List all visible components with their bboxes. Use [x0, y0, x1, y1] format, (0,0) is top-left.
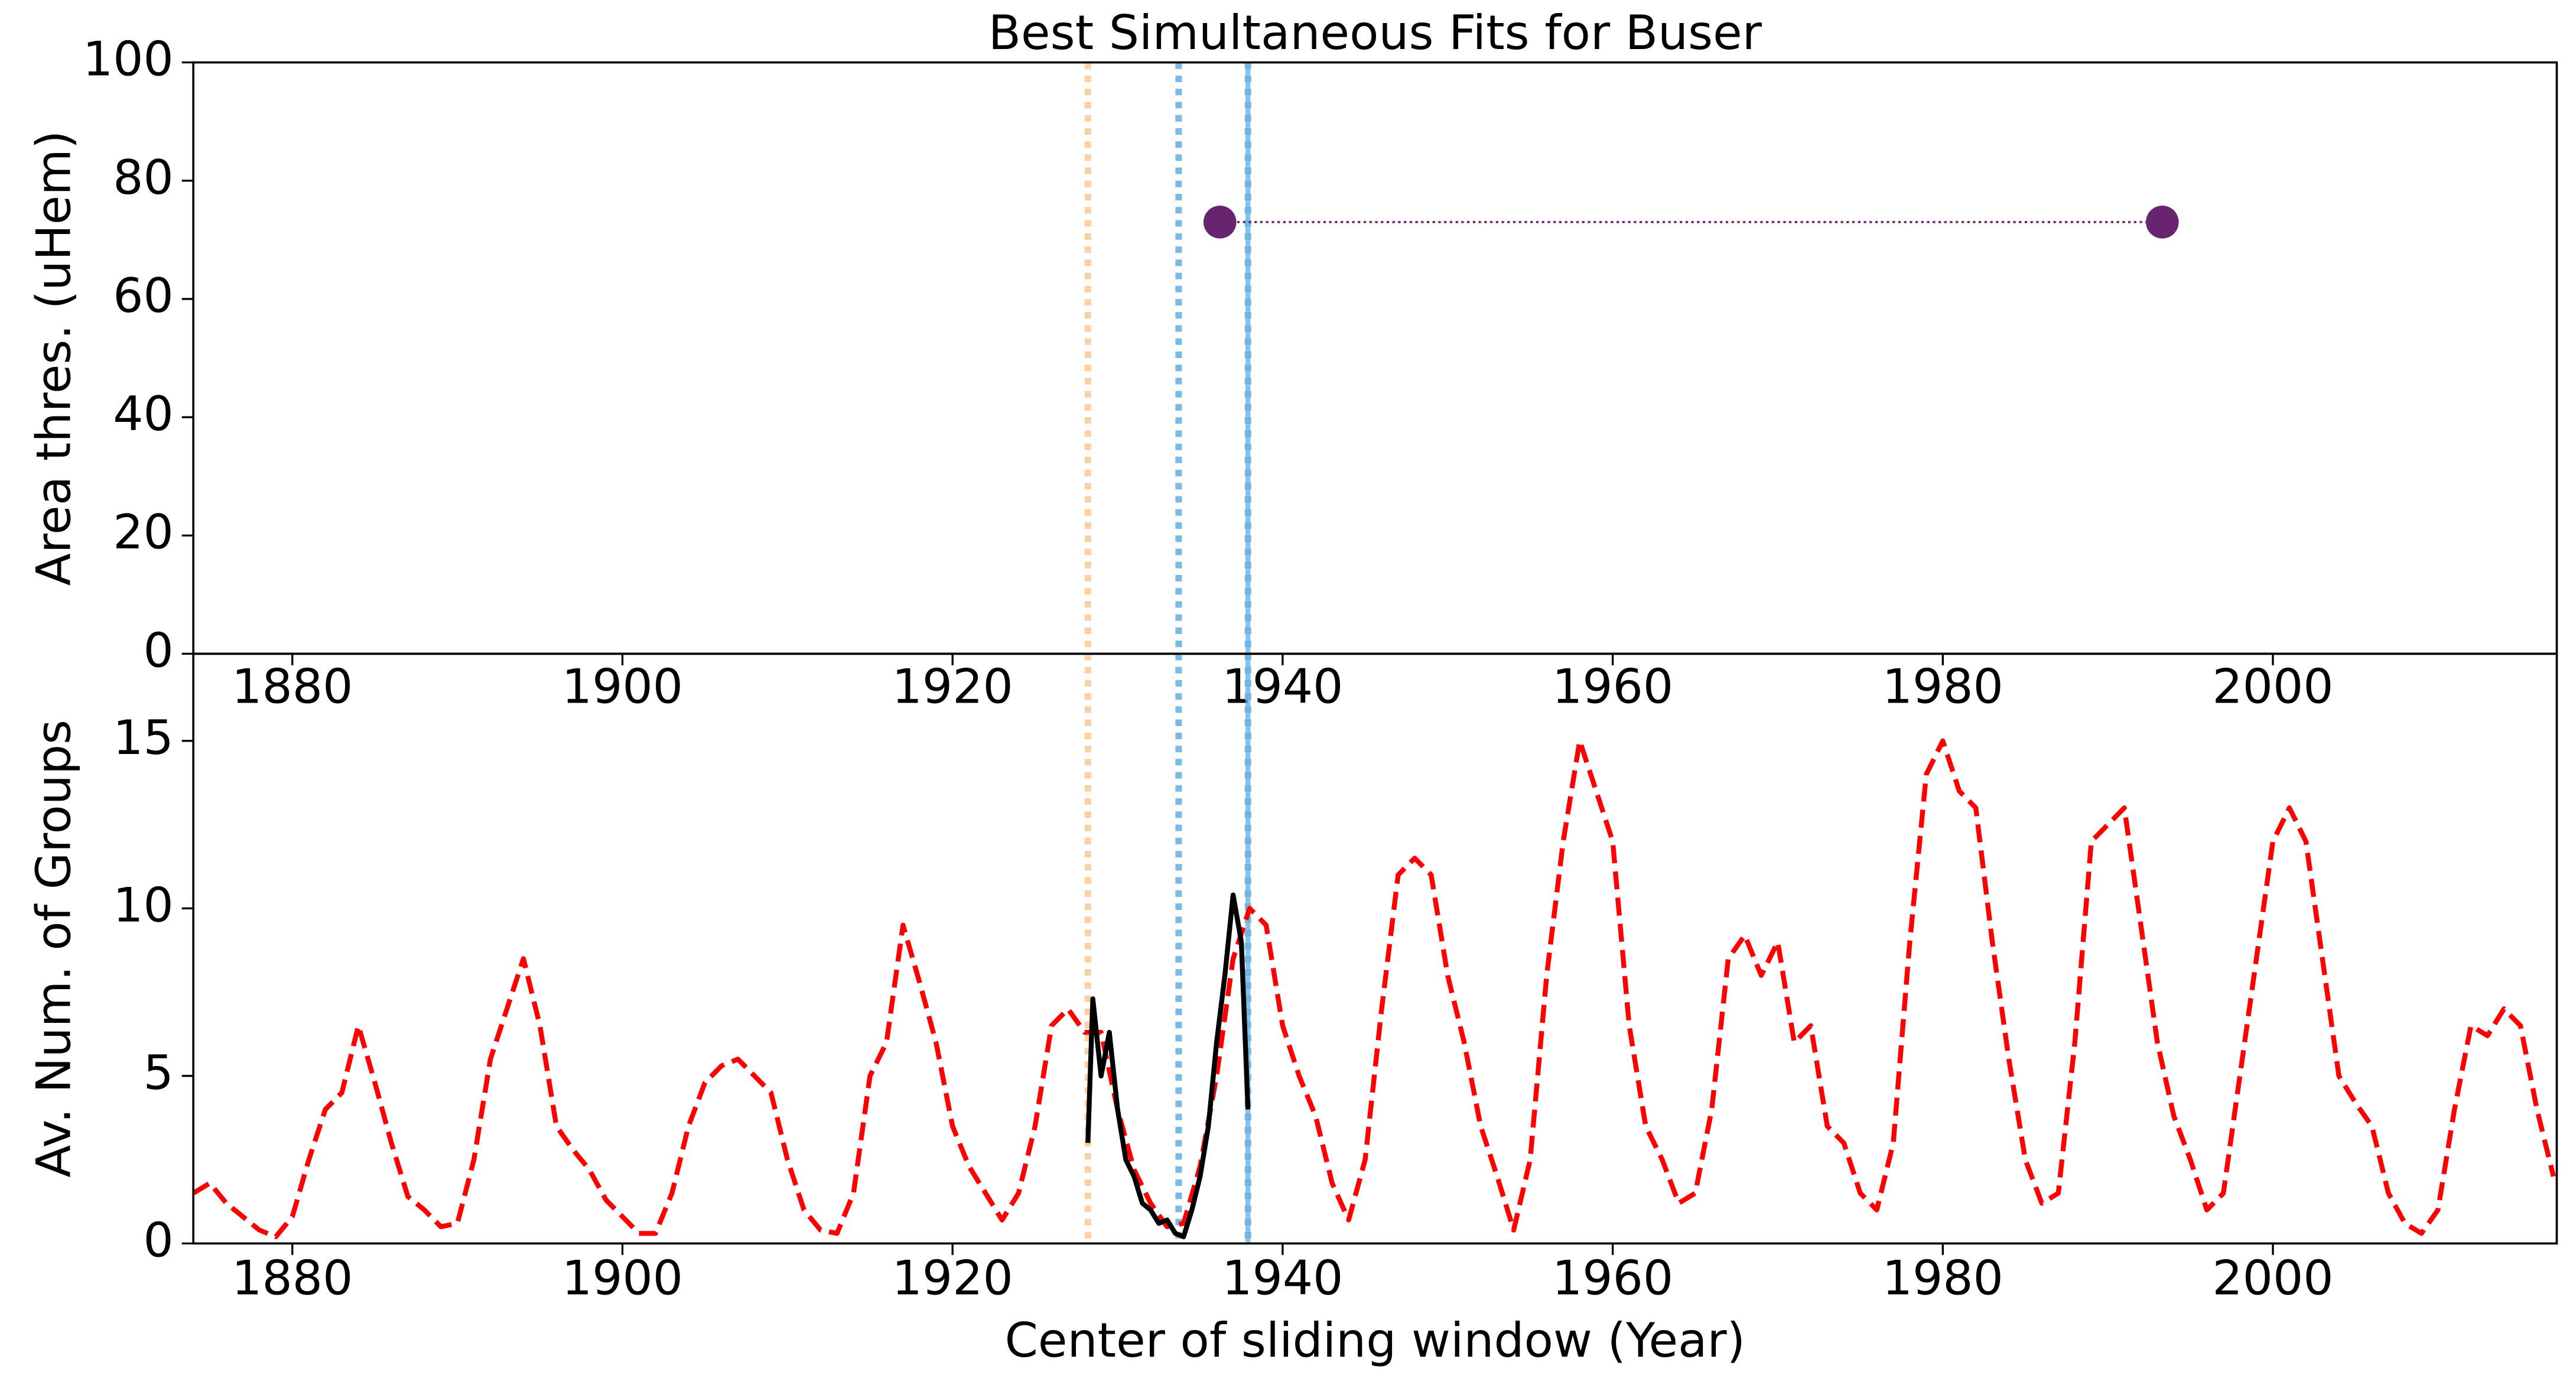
x-tick-label: 2000 [2212, 1250, 2333, 1306]
x-tick-label: 1960 [1552, 1250, 1673, 1306]
y-tick-label: 5 [144, 1045, 174, 1101]
chart-title: Best Simultaneous Fits for Buser [988, 5, 1762, 61]
series-line [193, 738, 2556, 1240]
y-tick-label: 10 [113, 877, 174, 933]
x-tick-label: 1920 [892, 1250, 1013, 1306]
y-axis-label: Area thres. (uHem) [26, 131, 82, 586]
x-tick-label: 1980 [1882, 1250, 2003, 1306]
x-tick-label: 1940 [1222, 659, 1343, 715]
series-line [1085, 892, 1251, 1240]
x-tick-label: 1940 [1222, 1250, 1343, 1306]
x-tick-label: 1900 [562, 659, 683, 715]
plot-area [1084, 62, 2179, 654]
axes-frame [192, 652, 2558, 1245]
x-tick-label: 1880 [232, 659, 353, 715]
point [1203, 206, 1237, 239]
y-tick-label: 40 [113, 386, 174, 442]
x-tick-label: 1960 [1552, 659, 1673, 715]
plot-area [193, 654, 2556, 1244]
x-tick-label: 1920 [892, 659, 1013, 715]
x-tick-label: 1880 [232, 1250, 353, 1306]
x-tick-label: 1980 [1882, 659, 2003, 715]
point [2146, 206, 2179, 239]
x-tick-label: 1900 [562, 1250, 683, 1306]
y-axis-label: Av. Num. of Groups [26, 720, 82, 1178]
y-tick-label: 15 [113, 710, 174, 766]
y-tick-label: 100 [83, 32, 174, 87]
y-tick-label: 0 [144, 623, 174, 678]
y-tick-label: 60 [113, 268, 174, 324]
y-tick-label: 80 [113, 150, 174, 206]
x-tick-label: 2000 [2212, 659, 2333, 715]
y-tick-label: 20 [113, 505, 174, 560]
x-axis-label: Center of sliding window (Year) [1005, 1313, 1746, 1369]
y-tick-label: 0 [144, 1213, 174, 1268]
